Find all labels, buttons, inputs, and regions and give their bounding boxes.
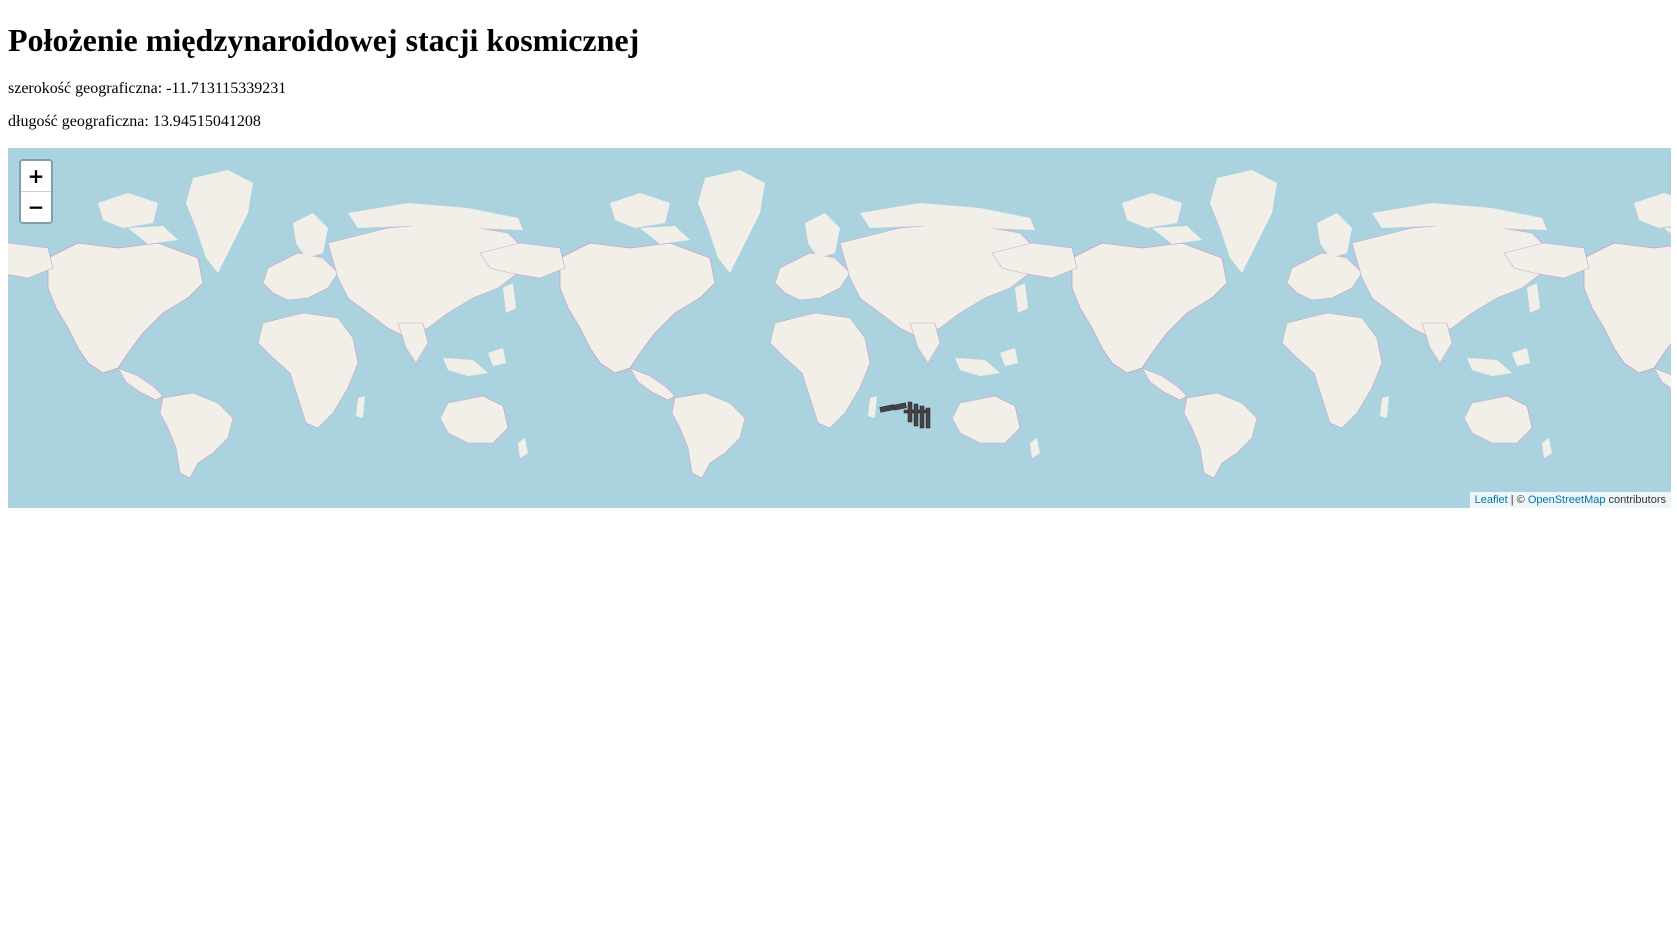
world-map-tiles[interactable] bbox=[8, 148, 1671, 508]
attribution-separator: | © bbox=[1507, 494, 1528, 506]
map-attribution: Leaflet | © OpenStreetMap contributors bbox=[1469, 492, 1671, 508]
zoom-in-button[interactable]: + bbox=[21, 161, 51, 192]
openstreetmap-link[interactable]: OpenStreetMap bbox=[1527, 494, 1606, 506]
longitude-text: długość geograficzna: 13.94515041208 bbox=[8, 113, 261, 130]
page-title: Położenie międzynaroidowej stacji kosmic… bbox=[8, 22, 640, 58]
iss-marker-graphic bbox=[879, 401, 931, 429]
leaflet-link[interactable]: Leaflet bbox=[1474, 494, 1508, 506]
map[interactable]: + − Leaflet | © OpenStreetMap contributo… bbox=[8, 148, 1671, 508]
zoom-control: + − bbox=[19, 159, 53, 224]
attribution-suffix: contributors bbox=[1605, 494, 1666, 506]
zoom-out-button[interactable]: − bbox=[21, 192, 51, 222]
iss-icon[interactable] bbox=[878, 398, 938, 434]
page: Położenie międzynaroidowej stacji kosmic… bbox=[0, 0, 1677, 508]
latitude-text: szerokość geograficzna: -11.713115339231 bbox=[8, 80, 287, 97]
